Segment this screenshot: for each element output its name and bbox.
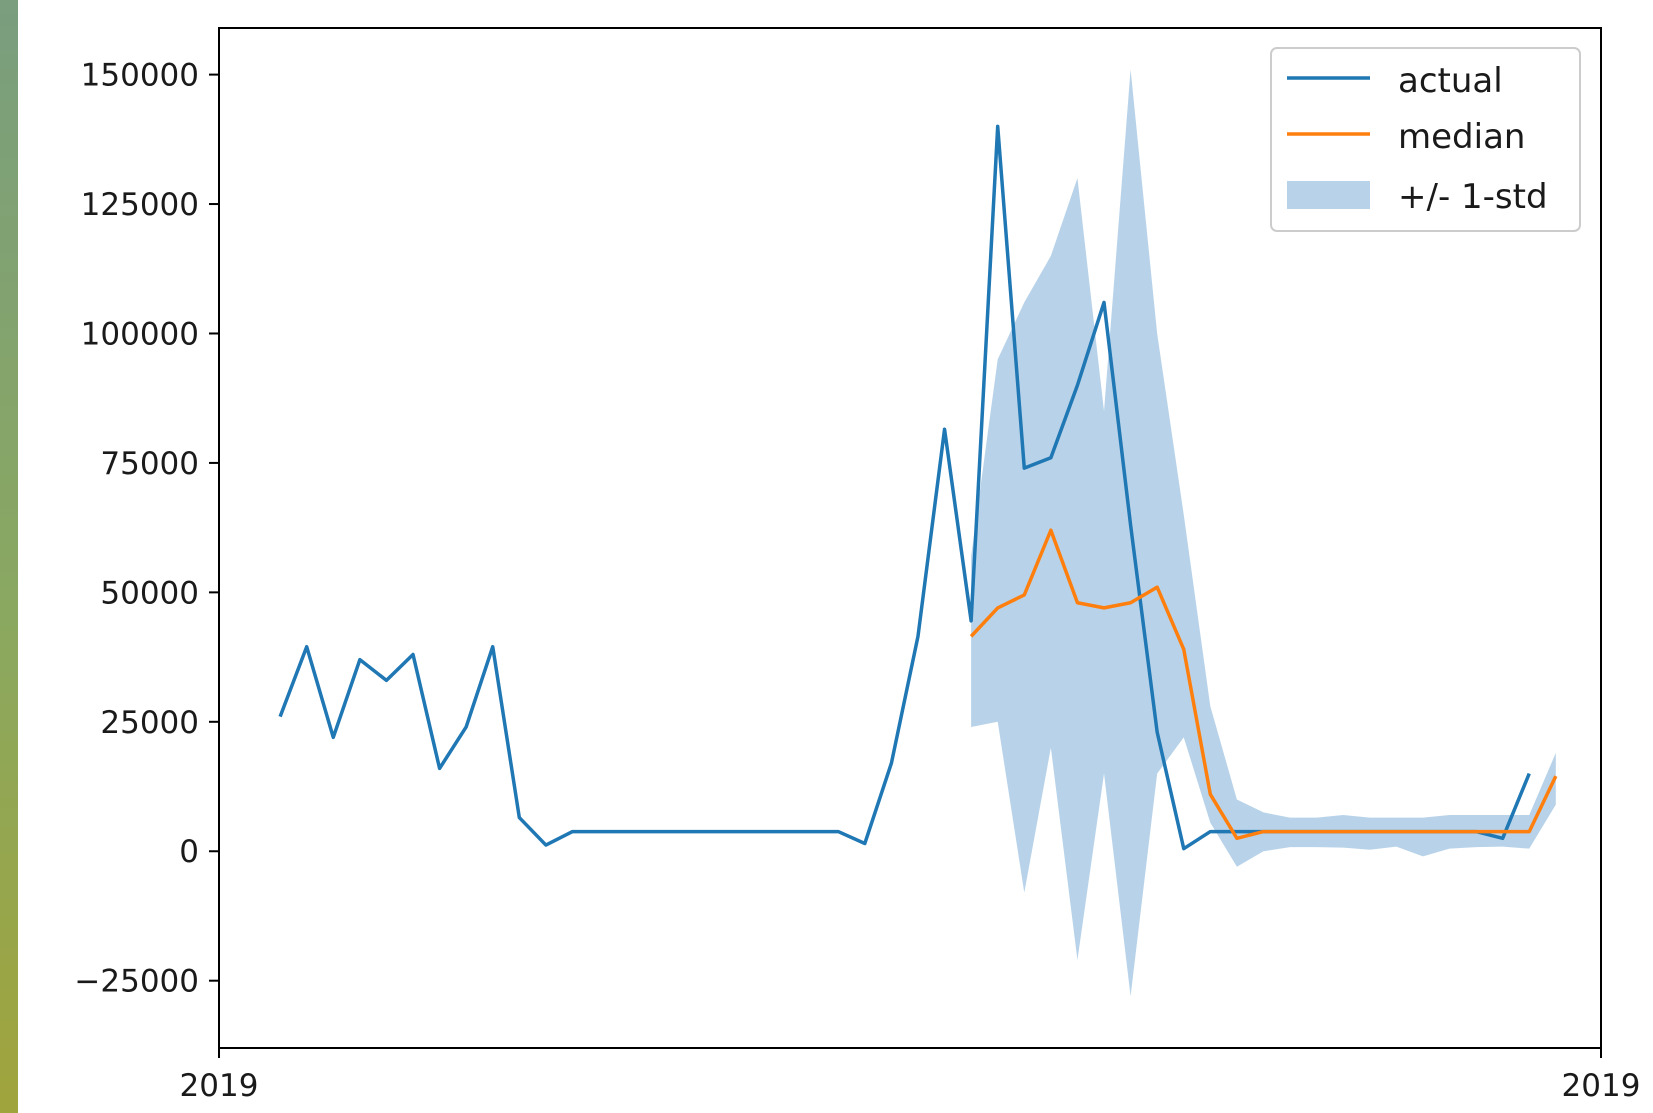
- y-tick-label: 100000: [81, 316, 199, 352]
- legend: actual median +/- 1-std: [1270, 47, 1581, 232]
- y-tick-label: 0: [179, 834, 199, 870]
- legend-median-label: median: [1398, 117, 1525, 157]
- x-tick-label: 2019: [1562, 1068, 1641, 1104]
- legend-band-label: +/- 1-std: [1398, 177, 1548, 217]
- y-tick-label: 150000: [81, 58, 199, 94]
- actual-series-line: [278, 124, 1531, 851]
- legend-band-swatch: [1287, 181, 1370, 209]
- y-tick-label: −25000: [74, 964, 199, 1000]
- y-tick-label: 50000: [100, 575, 199, 611]
- y-tick-label: 125000: [81, 187, 199, 223]
- std-band-area: [971, 69, 1556, 997]
- y-tick-label: 25000: [100, 705, 199, 741]
- plot-frame: [218, 27, 1602, 1049]
- legend-actual-label: actual: [1398, 61, 1503, 101]
- y-tick-label: 75000: [100, 446, 199, 482]
- x-tick-label: 2019: [180, 1068, 259, 1104]
- left-edge-strip: [0, 0, 18, 1113]
- y-axis: −25000 0 25000 50000 75000 100000 125000 150000: [74, 58, 219, 1000]
- line-layer: [278, 124, 1558, 851]
- band-layer: [971, 69, 1556, 997]
- x-axis: 2019 2019: [180, 1048, 1641, 1104]
